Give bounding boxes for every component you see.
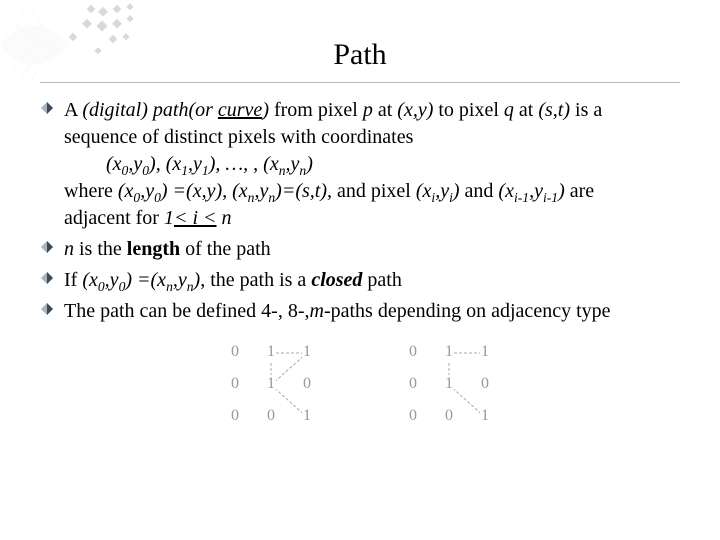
diagram-node: 0 [266, 407, 276, 425]
text-line: adjacent for 1< i < n [64, 205, 602, 232]
diagram-node: 1 [444, 375, 454, 393]
title-area: Path [0, 0, 720, 83]
diagram-node: 0 [444, 407, 454, 425]
bullet-item: If (x0,y0) =(xn,yn), the path is a close… [40, 267, 680, 294]
diagram-node: 1 [480, 343, 490, 361]
diagram-node: 0 [408, 375, 418, 393]
text-line: If (x0,y0) =(xn,yn), the path is a close… [64, 267, 402, 294]
diagram-node: 0 [408, 407, 418, 425]
text-line: The path can be defined 4-, 8-,m-paths d… [64, 298, 611, 325]
diagram-node: 1 [480, 407, 490, 425]
text-line: (x0,y0), (x1,y1), …, , (xn,yn) [64, 151, 602, 178]
diamond-bullet-icon [40, 271, 58, 290]
diagram-node: 1 [444, 343, 454, 361]
text-line: sequence of distinct pixels with coordin… [64, 124, 602, 151]
diamond-bullet-icon [40, 302, 58, 321]
bullet-text: If (x0,y0) =(xn,yn), the path is a close… [64, 267, 402, 294]
bullet-item: A (digital) path(or curve) from pixel p … [40, 97, 680, 232]
diagram-node: 0 [302, 375, 312, 393]
diagram-node: 1 [266, 343, 276, 361]
text-line: where (x0,y0) =(x,y), (xn,yn)=(s,t), and… [64, 178, 602, 205]
text-line: A (digital) path(or curve) from pixel p … [64, 97, 602, 124]
content-body: A (digital) path(or curve) from pixel p … [0, 83, 720, 325]
diagram-left: 0 1 1 0 1 0 0 0 1 [217, 337, 325, 433]
diamond-bullet-icon [40, 240, 58, 259]
bullet-text: A (digital) path(or curve) from pixel p … [64, 97, 602, 232]
diagram-node: 1 [266, 375, 276, 393]
diagram-node: 0 [230, 407, 240, 425]
diagram-node: 1 [302, 407, 312, 425]
diagram-area: 0 1 1 0 1 0 0 0 1 0 1 1 0 1 0 0 0 1 [0, 337, 720, 433]
diagram-node: 0 [408, 343, 418, 361]
page-title: Path [333, 38, 386, 72]
diagram-node: 0 [230, 343, 240, 361]
diagram-right: 0 1 1 0 1 0 0 0 1 [395, 337, 503, 433]
text-line: n is the length of the path [64, 236, 271, 263]
bullet-item: The path can be defined 4-, 8-,m-paths d… [40, 298, 680, 325]
diagram-node: 0 [230, 375, 240, 393]
bullet-text: The path can be defined 4-, 8-,m-paths d… [64, 298, 611, 325]
bullet-item: n is the length of the path [40, 236, 680, 263]
bullet-text: n is the length of the path [64, 236, 271, 263]
diagram-node: 1 [302, 343, 312, 361]
diamond-bullet-icon [40, 101, 58, 120]
diagram-node: 0 [480, 375, 490, 393]
